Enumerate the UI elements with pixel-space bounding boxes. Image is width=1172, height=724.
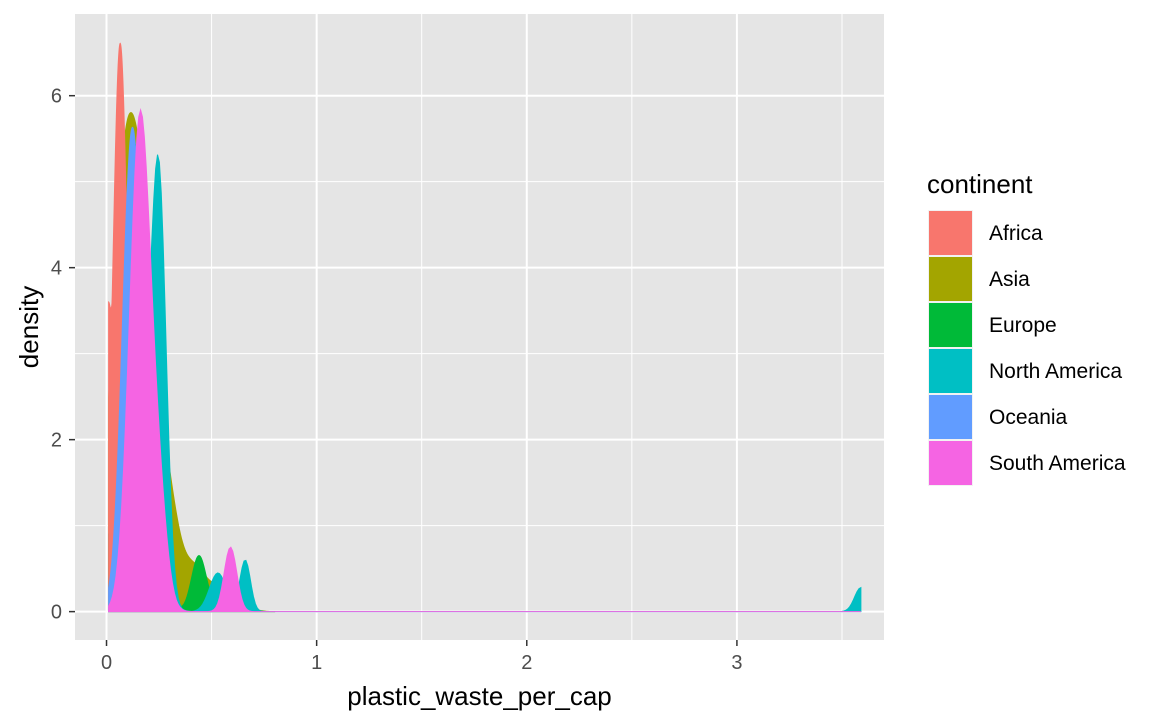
y-axis: 0 2 4 6 — [51, 86, 75, 624]
y-tick-label: 6 — [51, 86, 62, 108]
plot-background — [75, 14, 884, 640]
legend-label: Africa — [989, 222, 1043, 245]
legend-label: Europe — [989, 314, 1057, 337]
grid-minor — [75, 14, 884, 640]
legend-label: Asia — [989, 268, 1030, 291]
y-tick-label: 0 — [51, 602, 62, 624]
x-tick-label: 2 — [521, 652, 532, 674]
legend-swatch-asia — [929, 257, 972, 301]
y-tick-label: 4 — [51, 258, 62, 280]
legend-label: Oceania — [989, 406, 1068, 429]
legend-label: South America — [989, 452, 1126, 475]
x-axis-title: plastic_waste_per_cap — [347, 681, 612, 711]
legend: continent Africa Asia Europe North America O… — [927, 169, 1126, 486]
x-axis: 0 1 2 3 — [101, 640, 742, 674]
legend-swatch-europe — [929, 303, 972, 347]
legend-title: continent — [927, 169, 1033, 199]
legend-swatch-oceania — [929, 395, 972, 439]
legend-label: North America — [989, 360, 1122, 383]
y-tick-label: 2 — [51, 430, 62, 452]
density-areas — [108, 42, 862, 613]
legend-swatch-south-america — [929, 441, 972, 485]
x-tick-label: 1 — [311, 652, 322, 674]
legend-swatch-north-america — [929, 349, 972, 393]
density-area-south-america — [108, 107, 861, 613]
y-axis-title: density — [14, 286, 44, 368]
legend-swatch-africa — [929, 211, 972, 255]
x-tick-label: 3 — [731, 652, 742, 674]
x-tick-label: 0 — [101, 652, 112, 674]
